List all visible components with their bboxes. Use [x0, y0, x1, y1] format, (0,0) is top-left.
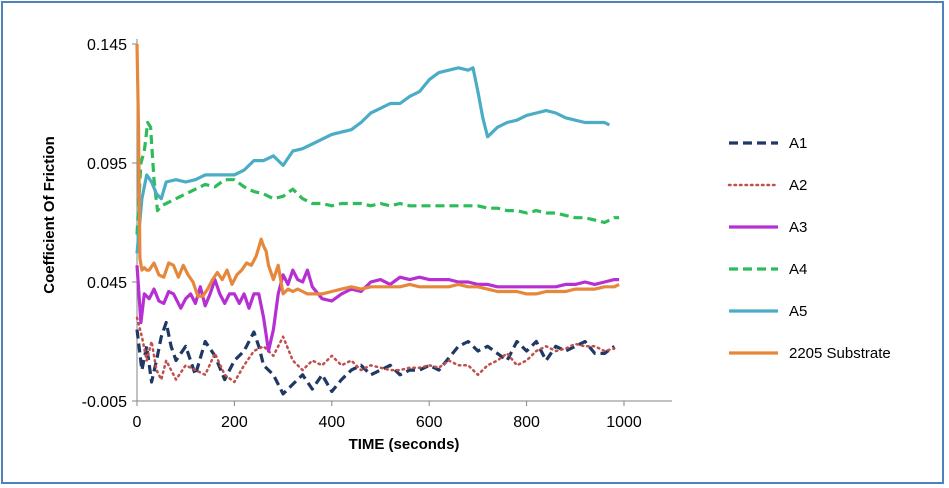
series-line-a3 [135, 265, 620, 353]
legend-label: A1 [789, 135, 807, 152]
plot-area [135, 43, 620, 396]
y-tick-label: 0.095 [87, 156, 127, 173]
x-tick-label: 800 [513, 414, 540, 431]
y-tick-label: -0.005 [82, 394, 127, 411]
series-line-a4 [135, 120, 620, 235]
y-tick-label: 0.145 [87, 37, 127, 54]
x-tick-label: 600 [416, 414, 443, 431]
x-tick-label: 200 [221, 414, 248, 431]
series-line-a1 [135, 320, 616, 396]
legend: A1 A2 A3 A4 A5 2205 Substrate [727, 135, 891, 362]
x-tick-label: 0 [133, 414, 142, 431]
legend-label: 2205 Substrate [789, 345, 891, 362]
x-tick-label: 400 [318, 414, 345, 431]
legend-label: A5 [789, 303, 807, 320]
series-line-a5 [135, 66, 611, 254]
y-axis-title: Coefficient Of Friction [41, 136, 58, 294]
x-tick-label: 1000 [606, 414, 642, 431]
legend-label: A3 [789, 219, 807, 236]
x-axis-title: TIME (seconds) [349, 436, 460, 453]
axes: -0.005 0.045 0.095 0.145 0 200 400 600 800 1000 [82, 37, 672, 431]
y-tick-label: 0.045 [87, 275, 127, 292]
legend-label: A2 [789, 177, 807, 194]
series-line-2205-substrate [135, 43, 620, 298]
legend-label: A4 [789, 261, 807, 278]
series-line-a2 [135, 316, 616, 384]
